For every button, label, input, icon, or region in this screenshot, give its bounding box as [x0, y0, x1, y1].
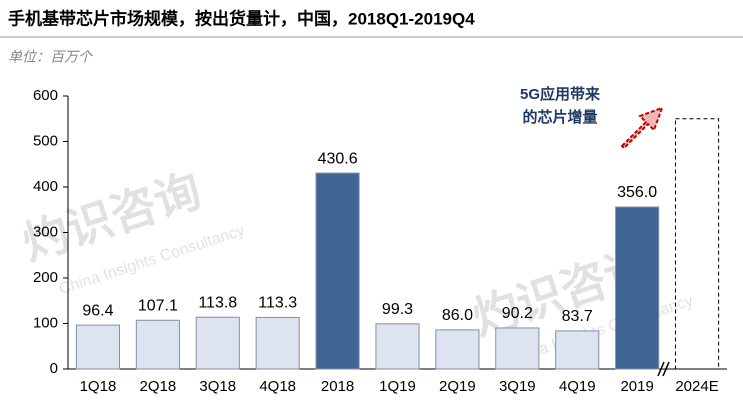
- y-tick-label: 500: [33, 132, 58, 149]
- y-tick-label: 100: [33, 314, 58, 331]
- bar: [375, 323, 420, 370]
- value-label: 107.1: [138, 297, 178, 314]
- value-label: 96.4: [82, 302, 113, 319]
- y-tick-label: 400: [33, 178, 58, 195]
- bar: [255, 316, 300, 370]
- bar: [615, 206, 660, 370]
- x-tick-label: 2024E: [675, 378, 718, 395]
- bar: [195, 316, 240, 370]
- y-tick-label: 200: [33, 269, 58, 286]
- x-tick-label: 4Q18: [259, 378, 296, 395]
- x-tick-label: 3Q19: [499, 378, 536, 395]
- y-tick-label: 600: [33, 87, 58, 104]
- y-tick-label: 300: [33, 223, 58, 240]
- annotation-arrow: [620, 106, 664, 150]
- value-label: 90.2: [502, 305, 533, 322]
- annotation: 的芯片增量: [522, 108, 597, 126]
- annotation: 5G应用带来: [520, 85, 601, 103]
- value-label: 113.8: [198, 294, 237, 311]
- value-label: 356.0: [617, 184, 657, 201]
- unit-label: 单位：百万个: [8, 49, 94, 65]
- x-tick-label: 3Q18: [199, 378, 236, 395]
- y-tick-label: 0: [50, 360, 58, 377]
- value-label: 86.0: [442, 307, 473, 324]
- x-tick-label: 2Q19: [439, 378, 476, 395]
- bar: [75, 324, 121, 370]
- value-label: 83.7: [562, 308, 593, 325]
- x-tick-label: 2Q18: [140, 378, 177, 395]
- x-tick-label: 2019: [620, 378, 653, 395]
- x-tick-label: 1Q19: [379, 378, 416, 395]
- value-label: 430.6: [318, 150, 358, 167]
- x-tick-label: 2018: [321, 378, 354, 395]
- value-label: 113.3: [258, 295, 297, 312]
- x-tick-label: 4Q19: [559, 378, 596, 395]
- bar: [555, 330, 600, 370]
- chart-title: 手机基带芯片市场规模，按出货量计，中国，2018Q1-2019Q4: [8, 8, 475, 28]
- bar: [135, 319, 180, 370]
- bar: [674, 118, 720, 370]
- bar: [495, 327, 540, 370]
- bar: [315, 172, 360, 370]
- x-tick-label: 1Q18: [80, 378, 117, 395]
- bar: [435, 329, 480, 370]
- value-label: 99.3: [382, 301, 413, 318]
